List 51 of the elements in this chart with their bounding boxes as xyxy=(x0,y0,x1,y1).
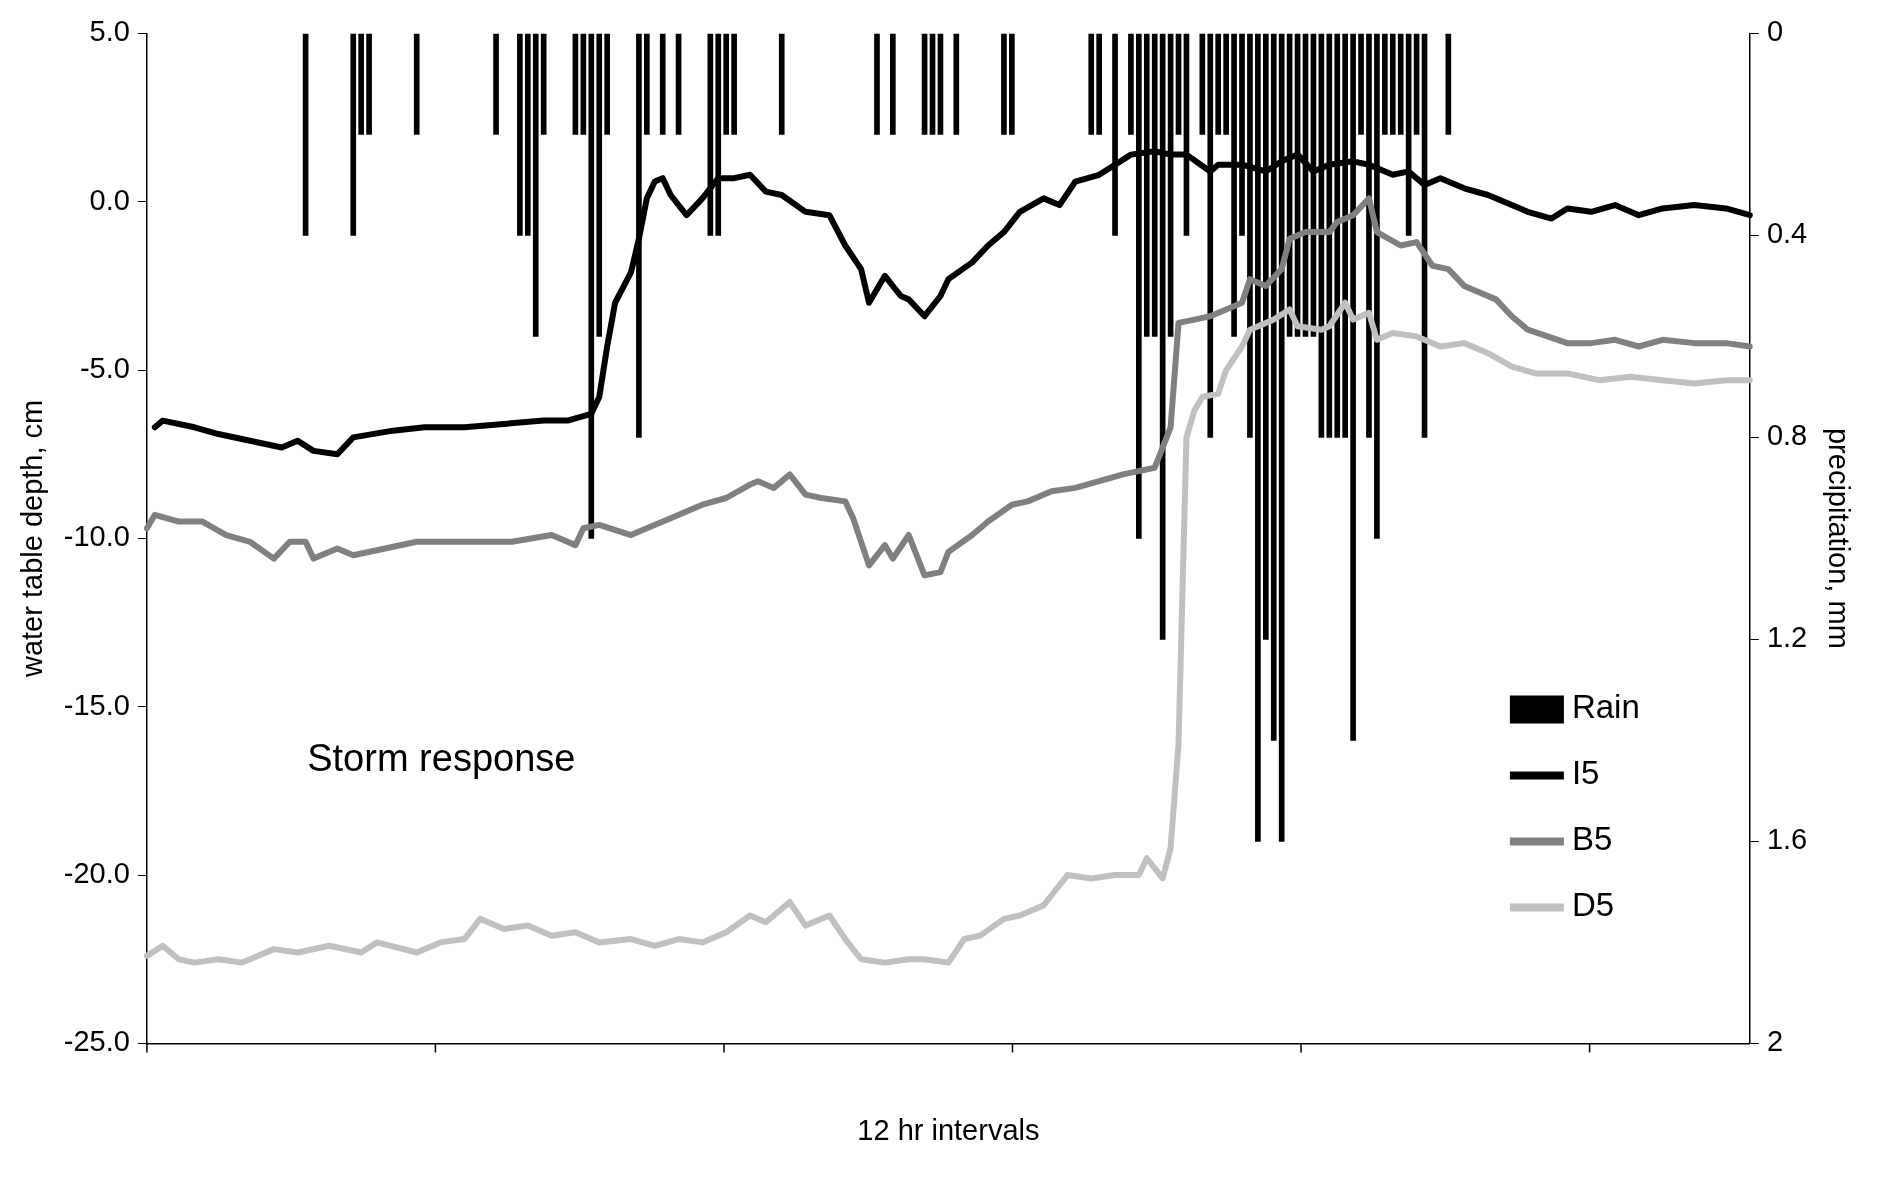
bar xyxy=(532,33,539,337)
bar xyxy=(731,33,737,135)
bar xyxy=(1096,33,1102,135)
legend-label: B5 xyxy=(1571,820,1613,858)
y-tick-label: -5.0 xyxy=(79,352,130,385)
y-tick-label: -10.0 xyxy=(63,520,130,553)
bar xyxy=(413,33,420,135)
bar xyxy=(596,33,603,337)
y-tick-label: 0.0 xyxy=(89,183,130,216)
y-tick-label: -15.0 xyxy=(63,688,130,721)
bar xyxy=(493,33,499,135)
bar xyxy=(1382,33,1388,135)
y-tick-label: -25.0 xyxy=(63,1025,130,1058)
bar xyxy=(540,33,547,135)
bar xyxy=(1397,33,1404,135)
bar xyxy=(517,33,523,236)
x-axis-title: 12 hr intervals xyxy=(857,1113,1040,1146)
bar xyxy=(778,33,785,135)
bar xyxy=(524,33,531,236)
y-tick-label: -20.0 xyxy=(63,857,130,890)
y2-tick-label: 2 xyxy=(1766,1025,1784,1058)
bar xyxy=(604,33,610,135)
bar xyxy=(953,33,960,135)
y2-tick-label: 1.6 xyxy=(1766,823,1808,856)
y2-axis-title: precipitation, mm xyxy=(1822,427,1855,649)
bar xyxy=(1009,33,1015,135)
bar xyxy=(659,33,666,135)
bar xyxy=(1128,33,1134,135)
legend-label: Rain xyxy=(1571,688,1640,726)
bar xyxy=(874,33,880,135)
y2-tick-label: 0.4 xyxy=(1766,217,1808,250)
y2-tick-label: 1.2 xyxy=(1766,621,1808,654)
bar xyxy=(1088,33,1095,135)
bar xyxy=(366,33,372,135)
legend-label: D5 xyxy=(1571,886,1615,924)
bar xyxy=(1223,33,1229,135)
bar xyxy=(890,33,896,135)
y-axis-title: water table depth, cm xyxy=(16,399,49,679)
bar xyxy=(1001,33,1007,135)
y2-tick-label: 0.8 xyxy=(1766,419,1808,452)
y2-tick-label: 0 xyxy=(1766,15,1784,48)
bar xyxy=(1215,33,1222,135)
bar xyxy=(358,33,364,135)
bar xyxy=(723,33,730,135)
bar xyxy=(1358,33,1364,135)
legend-label: I5 xyxy=(1571,754,1600,792)
bar xyxy=(350,33,357,236)
annotation: Storm response xyxy=(307,737,576,780)
bar xyxy=(1389,33,1396,135)
bar xyxy=(644,33,650,135)
y-tick-label: 5.0 xyxy=(89,15,130,48)
